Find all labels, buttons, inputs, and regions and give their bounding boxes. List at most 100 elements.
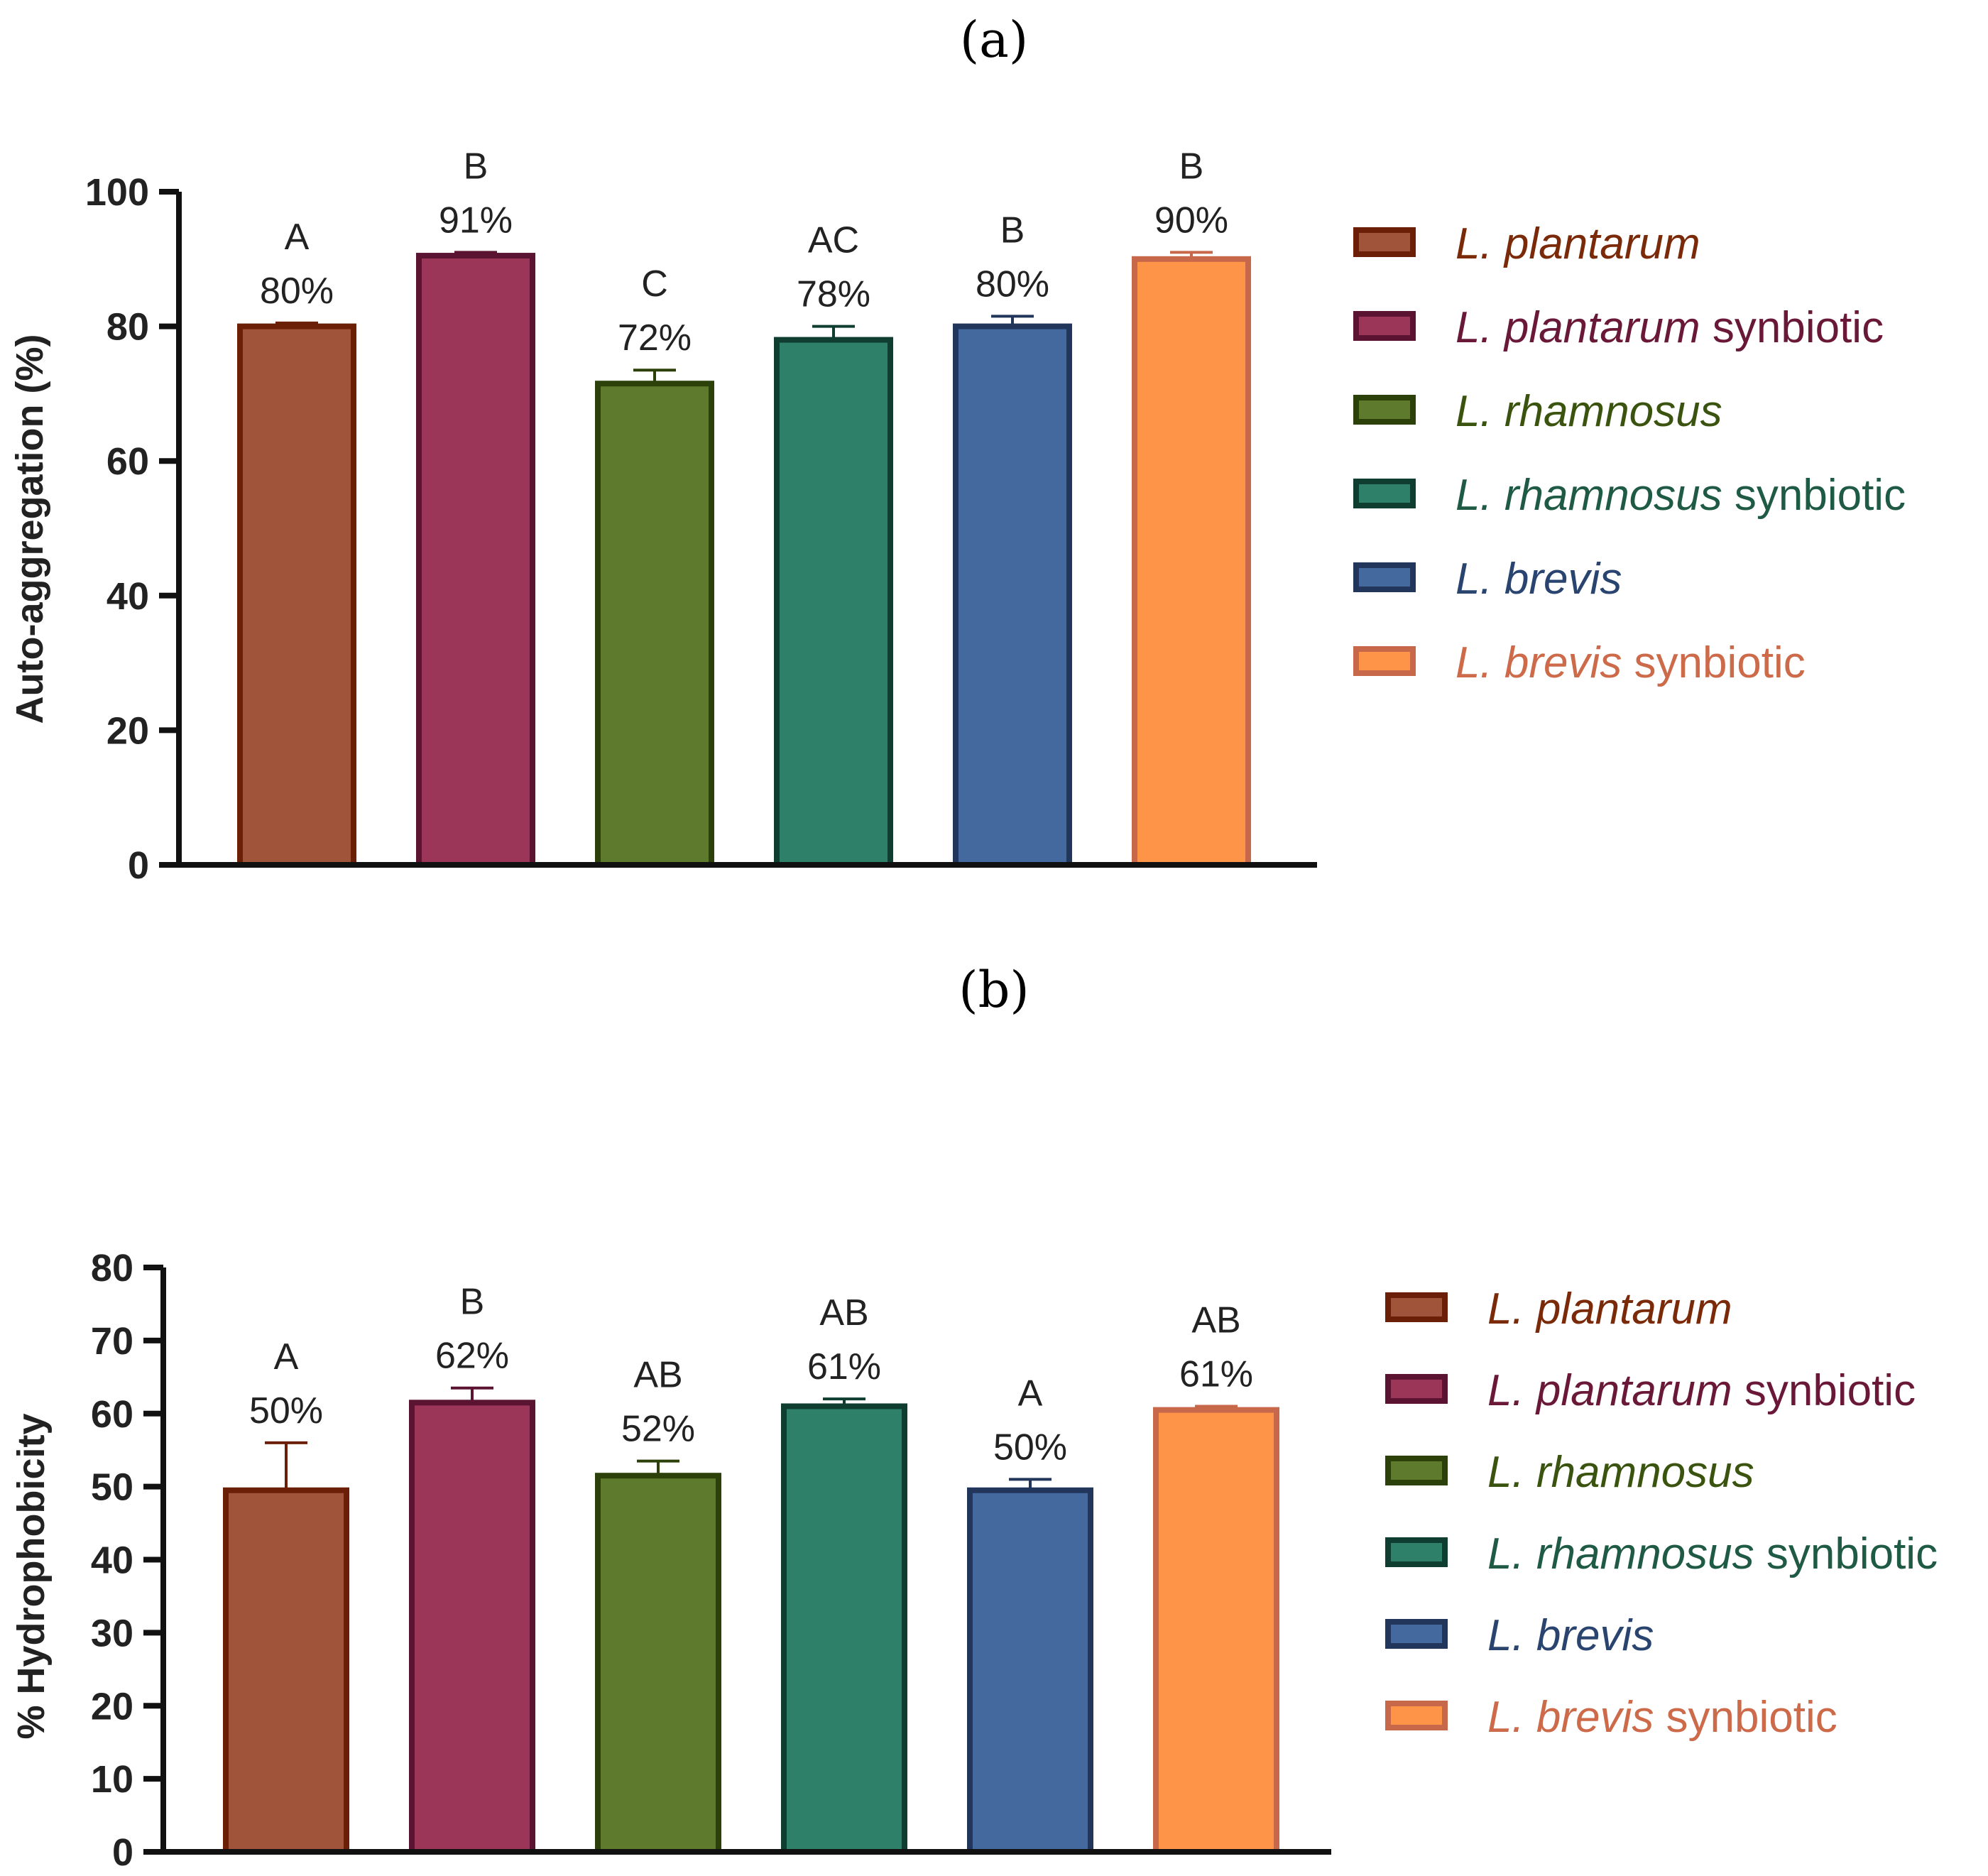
legend-label: L. plantarum synbiotic xyxy=(1487,1366,1916,1415)
bar xyxy=(409,1400,535,1855)
significance-letter: AC xyxy=(808,220,859,261)
significance-letter: B xyxy=(1179,146,1204,187)
data-label: 90% xyxy=(1154,200,1228,241)
error-bar xyxy=(823,1397,865,1407)
legend-swatch xyxy=(1353,395,1416,425)
legend-swatch xyxy=(1353,227,1416,257)
y-tick-label: 30 xyxy=(91,1612,133,1654)
axes: 0 20 40 60 80 100 xyxy=(85,171,1317,887)
y-tick-label: 70 xyxy=(91,1320,133,1363)
legend-swatch xyxy=(1385,1701,1448,1730)
legend-label-species: L. rhamnosus xyxy=(1456,387,1722,436)
bar xyxy=(967,1487,1093,1855)
significance-letter: A xyxy=(285,217,310,258)
y-tick-label: 60 xyxy=(106,440,149,483)
y-tick-label: 50 xyxy=(91,1466,133,1509)
legend-label: L. plantarum synbiotic xyxy=(1456,303,1884,352)
legend-swatch xyxy=(1385,1374,1448,1404)
significance-letter: A xyxy=(1018,1373,1043,1414)
legend-label-suffix: synbiotic xyxy=(1754,1529,1938,1578)
data-label: 91% xyxy=(439,200,513,241)
y-axis-title: Auto-aggregation (%) xyxy=(9,334,51,724)
significance-letter: AB xyxy=(1191,1299,1240,1341)
error-bar xyxy=(1195,1405,1238,1410)
legend-swatch xyxy=(1385,1456,1448,1485)
y-tick-label: 60 xyxy=(91,1393,133,1436)
legend-label: L. brevis synbiotic xyxy=(1456,638,1806,687)
y-tick-label: 20 xyxy=(91,1685,133,1728)
significance-letter: B xyxy=(1000,209,1025,251)
legend-label-species: L. rhamnosus xyxy=(1487,1529,1754,1578)
y-tick-label: 80 xyxy=(106,306,149,349)
legend-swatch xyxy=(1353,311,1416,341)
y-tick-label: 0 xyxy=(112,1831,133,1874)
data-label: 62% xyxy=(435,1336,509,1377)
bar-group: 80% A 91% B 72% C 78% AC 80% B 90% B xyxy=(237,146,1251,868)
significance-letter: C xyxy=(641,263,668,305)
bar xyxy=(237,323,356,868)
legend-label: L. plantarum xyxy=(1456,219,1700,268)
y-tick-label: 80 xyxy=(91,1247,133,1289)
bar xyxy=(595,381,714,868)
legend-label: L. rhamnosus xyxy=(1456,387,1722,436)
y-tick-label: 100 xyxy=(85,171,149,214)
data-label: 80% xyxy=(976,263,1049,305)
legend-label-species: L. brevis xyxy=(1456,638,1622,687)
error-bar xyxy=(454,251,497,256)
significance-letter: AB xyxy=(819,1292,868,1334)
bar xyxy=(595,1473,721,1855)
error-bar xyxy=(633,369,676,384)
legend-label: L. rhamnosus synbiotic xyxy=(1456,471,1906,520)
bar xyxy=(781,1403,907,1855)
data-label: 78% xyxy=(797,274,870,315)
legend-label-species: L. brevis xyxy=(1487,1611,1654,1660)
legend-label-species: L. plantarum xyxy=(1487,1285,1732,1334)
error-bar xyxy=(991,315,1034,327)
legend-swatch xyxy=(1353,562,1416,592)
error-bar xyxy=(451,1386,493,1403)
bar xyxy=(416,253,535,868)
legend-label: L. brevis synbiotic xyxy=(1487,1693,1837,1742)
legend-label-species: L. plantarum xyxy=(1487,1366,1732,1415)
panel-b: (b) % Hydrophobicity 50%A 62%B52%AB 61%AB5… xyxy=(10,961,1938,1874)
significance-letter: B xyxy=(464,146,488,187)
data-label: 50% xyxy=(993,1427,1067,1468)
legend-label-species: L. rhamnosus xyxy=(1487,1448,1754,1497)
error-bar xyxy=(275,321,318,327)
bar-group: 50% A 62% B 52% AB 61% AB 50% A 61% AB xyxy=(223,1282,1279,1855)
significance-letter: AB xyxy=(633,1355,682,1396)
error-bar xyxy=(265,1441,307,1490)
error-bar xyxy=(637,1459,679,1476)
legend-label: L. brevis xyxy=(1456,555,1622,604)
legend-label-species: L. brevis xyxy=(1487,1693,1654,1742)
panel-label: (b) xyxy=(958,961,1029,1019)
legend-label-suffix: synbiotic xyxy=(1622,638,1805,687)
y-tick-label: 10 xyxy=(91,1758,133,1801)
y-axis-title: % Hydrophobicity xyxy=(10,1413,53,1739)
legend-label: L. brevis xyxy=(1487,1611,1654,1660)
bar xyxy=(774,337,893,868)
legend-label: L. rhamnosus xyxy=(1487,1448,1754,1497)
bar xyxy=(1132,256,1251,868)
panel-a: (a) Auto-aggregation (%) 80% A 91% B 72% C 78%… xyxy=(9,11,1906,887)
legend-swatch xyxy=(1385,1619,1448,1649)
y-tick-label: 40 xyxy=(106,575,149,618)
legend-swatch xyxy=(1353,646,1416,676)
error-bar xyxy=(1009,1478,1052,1490)
legend-label-species: L. brevis xyxy=(1456,555,1622,604)
data-label: 52% xyxy=(621,1409,695,1450)
y-tick-label: 20 xyxy=(106,709,149,752)
legend-swatch xyxy=(1385,1537,1448,1567)
y-tick-label: 40 xyxy=(91,1539,133,1582)
legend-swatch xyxy=(1385,1292,1448,1322)
significance-letter: B xyxy=(460,1282,485,1323)
bar xyxy=(953,323,1072,868)
legend-label-suffix: synbiotic xyxy=(1732,1366,1916,1415)
legend-label: L. rhamnosus synbiotic xyxy=(1487,1529,1938,1578)
y-tick-label: 0 xyxy=(128,844,149,887)
axes: 0 10 20 30 40 50 60 70 80 xyxy=(91,1247,1331,1874)
data-label: 72% xyxy=(618,317,692,359)
data-label: 80% xyxy=(260,271,334,312)
